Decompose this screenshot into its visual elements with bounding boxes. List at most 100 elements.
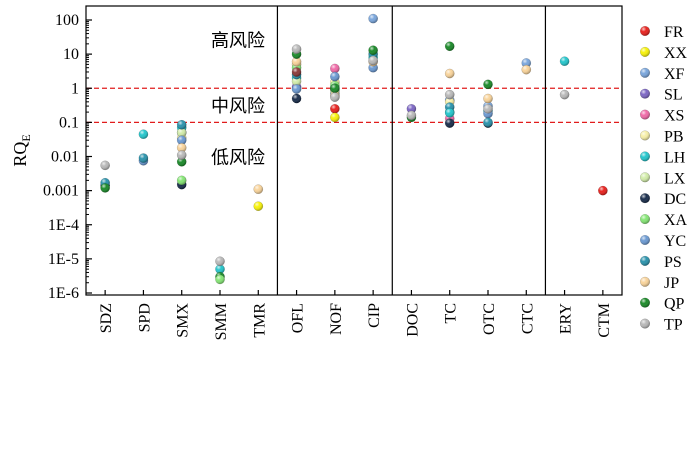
y-axis-label: RQE — [10, 134, 33, 166]
y-axis: 100 10 1 0.1 0.01 0.001 1E-4 1E-5 1E-6 — [43, 12, 92, 302]
legend-item-ps: PS — [639, 254, 682, 271]
x-tick-label: SDZ — [98, 303, 115, 333]
point-jp-ofl — [291, 56, 302, 67]
point-tp-sdz — [100, 160, 110, 171]
y-axis-label-subscript: E — [19, 134, 33, 141]
x-tick-label: CIP — [366, 303, 383, 328]
threshold-lines — [86, 87, 622, 124]
legend-label: LX — [664, 170, 686, 187]
point-jp-otc — [483, 93, 493, 104]
point-xx-nof — [330, 112, 340, 123]
x-tick-label: SPD — [136, 303, 153, 332]
x-tick-label: TC — [443, 303, 460, 323]
point-jp-tc — [444, 68, 455, 79]
legend-label: QP — [664, 296, 685, 313]
legend-item-xa: XA — [639, 212, 688, 229]
x-axis: SDZ SPD SMX SMM TMR OFL NOF CIP DOC TC OTC CTC ERY CT… — [98, 290, 613, 340]
point-tp-ery — [559, 89, 570, 100]
y-tick-label: 0.1 — [59, 114, 79, 131]
legend-label: XA — [664, 212, 688, 229]
x-tick-label: CTC — [519, 303, 536, 334]
point-dc-tc — [444, 118, 455, 128]
y-tick-label: 10 — [63, 46, 79, 63]
point-qp-tc — [444, 41, 455, 52]
point-xa-smx — [176, 175, 187, 186]
y-tick-label: 0.001 — [43, 183, 79, 200]
legend-item-dc: DC — [639, 191, 686, 208]
legend-item-yc: YC — [639, 233, 686, 250]
y-tick-label: 1E-6 — [48, 285, 79, 302]
legend-label: XS — [664, 108, 684, 125]
data-points — [100, 13, 608, 285]
point-qp-nof — [330, 83, 340, 94]
x-tick-label: SMX — [175, 303, 192, 338]
legend-label: XX — [664, 45, 688, 62]
point-tp-ofl — [291, 44, 302, 54]
point-tp-otc — [483, 103, 493, 114]
legend-label: SL — [664, 87, 683, 104]
x-tick-label: NOF — [328, 303, 345, 335]
legend-item-pb: PB — [639, 129, 684, 146]
legend-label: TP — [664, 317, 683, 334]
point-extra-ofl — [291, 67, 302, 77]
x-tick-label: TMR — [251, 303, 268, 338]
point-tp-doc — [406, 110, 417, 121]
legend-item-lh: LH — [639, 149, 686, 166]
point-yc-ofl — [291, 84, 302, 94]
x-tick-label: OTC — [481, 303, 498, 335]
x-tick-label: DOC — [404, 303, 421, 337]
legend-label: LH — [664, 149, 686, 166]
point-yc-smx — [176, 135, 187, 146]
point-lh-ery — [559, 56, 570, 67]
y-tick-label: 1 — [71, 80, 79, 97]
point-qp-cip — [368, 45, 378, 56]
point-dc-ofl — [291, 93, 302, 104]
y-tick-label: 0.01 — [51, 149, 79, 166]
legend-label: XF — [664, 66, 685, 83]
legend-item-xs: XS — [639, 108, 684, 125]
legend-label: PB — [664, 129, 684, 146]
point-qp-smx — [176, 156, 187, 167]
point-ps-spd — [138, 153, 149, 163]
zone-label: 低风险 — [211, 147, 265, 168]
point-xf-cip — [368, 13, 378, 24]
x-tick-label: OFL — [290, 303, 307, 333]
y-tick-label: 1E-5 — [48, 251, 79, 268]
legend-item-qp: QP — [639, 296, 685, 313]
point-qp-sdz — [100, 183, 110, 193]
point-extra-tmr — [253, 201, 264, 212]
point-jp-tmr — [253, 184, 264, 195]
legend-item-lx: LX — [639, 170, 686, 187]
legend-label: PS — [664, 254, 682, 271]
legend-item-xx: XX — [639, 45, 688, 62]
legend-item-tp: TP — [639, 317, 683, 334]
x-tick-label: SMM — [213, 303, 230, 340]
point-extra-tc — [444, 108, 455, 118]
legend-label: JP — [664, 275, 679, 292]
zone-label: 高风险 — [211, 31, 265, 52]
point-jp-ctc — [521, 64, 532, 75]
legend-label: FR — [664, 24, 684, 41]
point-fr-nof — [330, 103, 340, 114]
point-yc-nof — [330, 71, 340, 82]
point-qp-otc — [483, 79, 493, 90]
point-xs-nof — [330, 63, 340, 74]
legend-label: DC — [664, 191, 686, 208]
y-tick-label: 100 — [55, 12, 79, 29]
point-lx-smx — [176, 127, 187, 138]
point-sl-doc — [406, 103, 417, 114]
zone-label: 中风险 — [211, 96, 265, 117]
point-xf-ctc — [521, 58, 532, 68]
point-extra-spd — [138, 129, 149, 140]
point-tp-smm — [215, 256, 225, 267]
point-ps-smx — [176, 119, 187, 130]
point-extra-smm — [215, 274, 225, 285]
x-tick-label: ERY — [558, 303, 575, 335]
legend-item-jp: JP — [639, 275, 679, 292]
point-fr-ctm — [598, 185, 608, 196]
plot-area — [85, 5, 623, 296]
y-axis-label-main: RQ — [10, 142, 30, 167]
group-separators — [276, 6, 547, 295]
